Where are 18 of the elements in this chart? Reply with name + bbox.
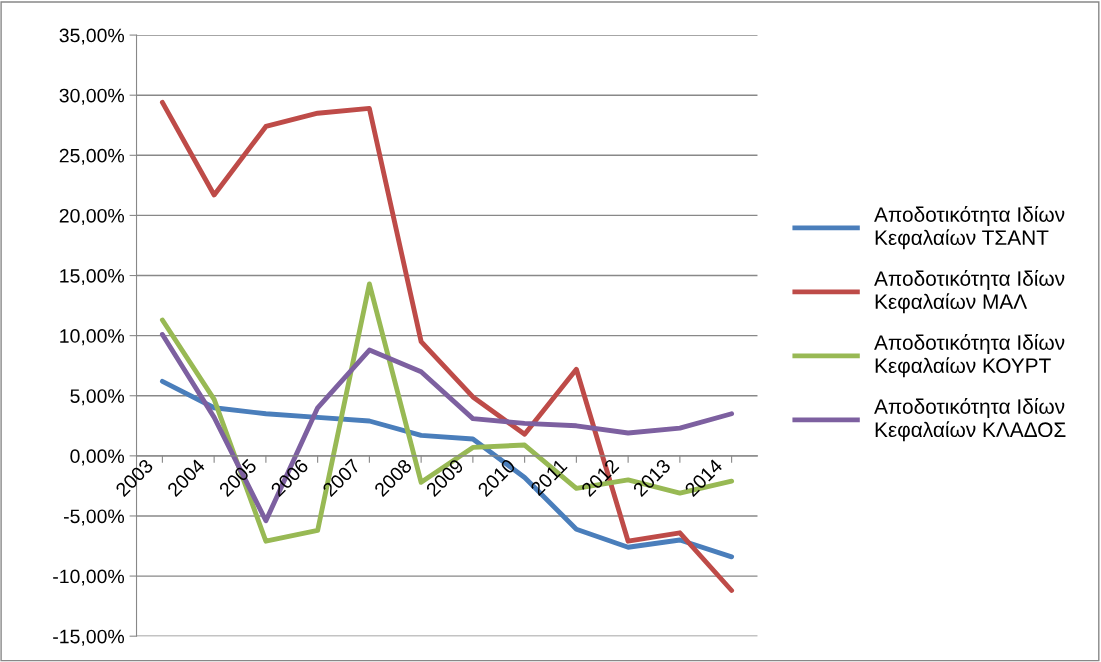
y-tick-label: -5,00% <box>63 509 125 526</box>
y-tick-label: 10,00% <box>60 329 125 346</box>
legend-label: Αποδοτικότητα Ιδίων Κεφαλαίων ΤΣΑΝΤ <box>874 206 1065 250</box>
y-tick-label: -10,00% <box>53 569 125 586</box>
line-series <box>159 332 735 524</box>
line-series <box>159 378 735 560</box>
y-tick-label: -15,00% <box>53 629 125 646</box>
y-tick-label: 15,00% <box>60 268 125 286</box>
legend-label: Αποδοτικότητα Ιδίων Κεφαλαίων ΜΑΛ <box>874 270 1065 314</box>
line-series <box>159 99 735 593</box>
legend-label: Αποδοτικότητα Ιδίων Κεφαλαίων ΚΛΑΔΟΣ <box>874 398 1066 442</box>
y-tick-label: 5,00% <box>70 389 125 406</box>
y-tick-label: 20,00% <box>59 208 125 225</box>
y-tick-label: 25,00% <box>59 148 125 165</box>
legend-label: Αποδοτικότητα Ιδίων Κεφαλαίων ΚΟΥΡΤ <box>874 334 1065 378</box>
y-tick-label: 35,00% <box>59 28 125 45</box>
line-series <box>159 281 735 544</box>
y-tick-label: 30,00% <box>59 88 125 105</box>
